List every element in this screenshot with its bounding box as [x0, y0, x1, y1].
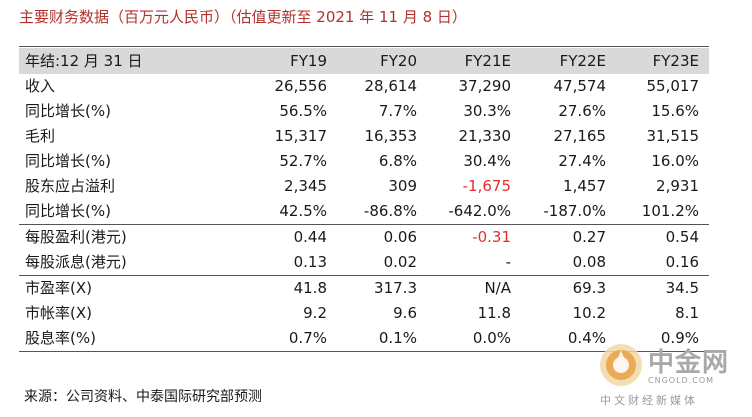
- table-cell: N/A: [484, 279, 511, 297]
- table-cell: 15,317: [274, 127, 328, 145]
- table-cell: 0.4%: [567, 329, 606, 347]
- table-cell: 0.08: [572, 253, 606, 271]
- watermark-name: 中金网: [648, 348, 730, 378]
- table-row-dividend-yield: 股息率(%) 0.7% 0.1% 0.0% 0.4% 0.9%: [19, 326, 709, 352]
- row-label: 每股派息(港元): [25, 253, 127, 271]
- row-label: 同比增长(%): [25, 202, 111, 220]
- table-cell: -187.0%: [543, 202, 606, 220]
- table-cell: 16.0%: [651, 152, 699, 170]
- watermark-url: CNGOLD.COM: [648, 376, 715, 385]
- table-cell: 0.27: [572, 228, 606, 246]
- table-row-pb: 市帐率(X) 9.2 9.6 11.8 10.2 8.1: [19, 301, 709, 326]
- table-row-gross-profit-growth: 同比增长(%) 52.7% 6.8% 30.4% 27.4% 16.0%: [19, 149, 709, 174]
- header-fy22e: FY22E: [559, 52, 606, 70]
- table-cell: 69.3: [572, 279, 606, 297]
- table-cell: 9.2: [303, 304, 327, 322]
- row-label: 股东应占溢利: [25, 177, 116, 195]
- table-cell: 30.3%: [463, 102, 511, 120]
- table-cell: 1,457: [563, 177, 606, 195]
- table-cell: 34.5: [665, 279, 699, 297]
- row-label: 毛利: [25, 127, 56, 145]
- table-cell: 0.9%: [660, 329, 699, 347]
- table-cell: 55,017: [646, 77, 700, 95]
- table-row-net-profit: 股东应占溢利 2,345 309 -1,675 1,457 2,931: [19, 174, 709, 199]
- top-rule: [19, 46, 709, 47]
- table-cell: -642.0%: [448, 202, 511, 220]
- table-cell: 0.54: [665, 228, 699, 246]
- row-label: 市帐率(X): [25, 304, 92, 322]
- watermark: 中金网 CNGOLD.COM 中文财经新媒体: [596, 340, 746, 408]
- table-row-eps: 每股盈利(港元) 0.44 0.06 -0.31 0.27 0.54: [19, 225, 709, 250]
- table-header-row: 年结:12 月 31 日 FY19 FY20 FY21E FY22E FY23E: [19, 48, 709, 74]
- row-label: 同比增长(%): [25, 102, 111, 120]
- table-cell: 101.2%: [641, 202, 699, 220]
- table-cell: 0.7%: [288, 329, 327, 347]
- table-cell: 0.13: [293, 253, 327, 271]
- financial-table: 年结:12 月 31 日 FY19 FY20 FY21E FY22E FY23E…: [19, 48, 709, 352]
- table-cell: 11.8: [477, 304, 511, 322]
- table-cell: 6.8%: [378, 152, 417, 170]
- table-cell: 47,574: [553, 77, 607, 95]
- table-cell: 27.4%: [558, 152, 606, 170]
- table-row-pe: 市盈率(X) 41.8 317.3 N/A 69.3 34.5: [19, 276, 709, 301]
- table-cell: 317.3: [374, 279, 417, 297]
- table-cell: 0.0%: [472, 329, 511, 347]
- watermark-subtitle: 中文财经新媒体: [600, 394, 698, 407]
- row-label: 每股盈利(港元): [25, 228, 127, 246]
- table-row-gross-profit: 毛利 15,317 16,353 21,330 27,165 31,515: [19, 124, 709, 149]
- header-fy19: FY19: [290, 52, 327, 70]
- table-cell: 56.5%: [279, 102, 327, 120]
- table-cell-negative: -0.31: [472, 228, 511, 246]
- table-cell: 31,515: [646, 127, 700, 145]
- table-cell: 16,353: [364, 127, 418, 145]
- cngold-logo-icon: [600, 344, 642, 386]
- row-label: 股息率(%): [25, 329, 96, 347]
- table-cell: 41.8: [293, 279, 327, 297]
- table-cell: 0.06: [383, 228, 417, 246]
- table-cell: 0.16: [665, 253, 699, 271]
- table-cell: 27,165: [553, 127, 607, 145]
- row-label: 市盈率(X): [25, 279, 92, 297]
- table-cell: 42.5%: [279, 202, 327, 220]
- table-cell: 15.6%: [651, 102, 699, 120]
- table-cell: -: [505, 253, 511, 271]
- table-cell: 0.44: [293, 228, 327, 246]
- table-cell: 21,330: [458, 127, 512, 145]
- table-cell: 52.7%: [279, 152, 327, 170]
- table-cell: 28,614: [364, 77, 418, 95]
- table-cell: 0.1%: [378, 329, 417, 347]
- table-cell: 30.4%: [463, 152, 511, 170]
- table-cell: 309: [388, 177, 417, 195]
- table-cell: 0.02: [383, 253, 417, 271]
- table-title: 主要财务数据（百万元人民币）（估值更新至 2021 年 11 月 8 日）: [19, 8, 467, 26]
- row-label: 同比增长(%): [25, 152, 111, 170]
- header-fy20: FY20: [380, 52, 417, 70]
- table-cell: 37,290: [458, 77, 512, 95]
- header-fy21e: FY21E: [464, 52, 511, 70]
- header-label: 年结:12 月 31 日: [25, 52, 143, 70]
- table-row-net-profit-growth: 同比增长(%) 42.5% -86.8% -642.0% -187.0% 101…: [19, 199, 709, 225]
- table-cell-negative: -1,675: [462, 177, 511, 195]
- table-row-dps: 每股派息(港元) 0.13 0.02 - 0.08 0.16: [19, 250, 709, 276]
- table-cell: 26,556: [274, 77, 328, 95]
- table-cell: 10.2: [572, 304, 606, 322]
- table-cell: 8.1: [675, 304, 699, 322]
- header-fy23e: FY23E: [652, 52, 699, 70]
- table-row-revenue-growth: 同比增长(%) 56.5% 7.7% 30.3% 27.6% 15.6%: [19, 99, 709, 124]
- table-cell: 2,931: [656, 177, 699, 195]
- table-cell: 2,345: [284, 177, 327, 195]
- table-cell: 7.7%: [378, 102, 417, 120]
- table-cell: 9.6: [393, 304, 417, 322]
- row-label: 收入: [25, 77, 56, 95]
- table-cell: 27.6%: [558, 102, 606, 120]
- source-note: 来源：公司资料、中泰国际研究部预测: [24, 389, 262, 405]
- table-row-revenue: 收入 26,556 28,614 37,290 47,574 55,017: [19, 74, 709, 99]
- table-cell: -86.8%: [363, 202, 417, 220]
